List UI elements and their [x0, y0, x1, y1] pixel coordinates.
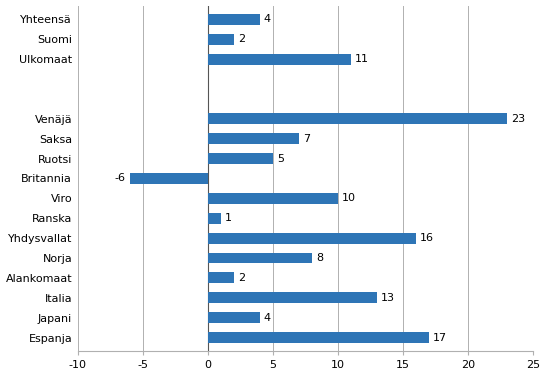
Text: 11: 11 — [355, 54, 369, 64]
Bar — [208, 213, 221, 224]
Bar — [208, 133, 299, 144]
Text: 1: 1 — [225, 213, 232, 223]
Bar — [208, 292, 377, 303]
Bar — [208, 332, 429, 343]
Text: 8: 8 — [316, 253, 323, 263]
Bar — [208, 153, 273, 164]
Text: 2: 2 — [238, 34, 245, 44]
Bar — [208, 312, 260, 323]
Bar — [208, 54, 351, 65]
Bar — [208, 233, 416, 244]
Text: 13: 13 — [381, 293, 395, 303]
Text: -6: -6 — [115, 173, 126, 183]
Bar — [208, 193, 338, 204]
Text: 4: 4 — [264, 312, 271, 323]
Text: 4: 4 — [264, 14, 271, 24]
Bar — [208, 272, 234, 284]
Text: 16: 16 — [420, 233, 434, 243]
Bar — [208, 253, 312, 264]
Bar — [208, 34, 234, 45]
Bar — [208, 14, 260, 25]
Text: 5: 5 — [277, 154, 284, 164]
Text: 10: 10 — [342, 193, 356, 203]
Text: 7: 7 — [303, 134, 310, 144]
Bar — [208, 114, 507, 124]
Text: 17: 17 — [433, 332, 447, 343]
Text: 2: 2 — [238, 273, 245, 283]
Text: 23: 23 — [511, 114, 525, 124]
Bar — [130, 173, 208, 184]
